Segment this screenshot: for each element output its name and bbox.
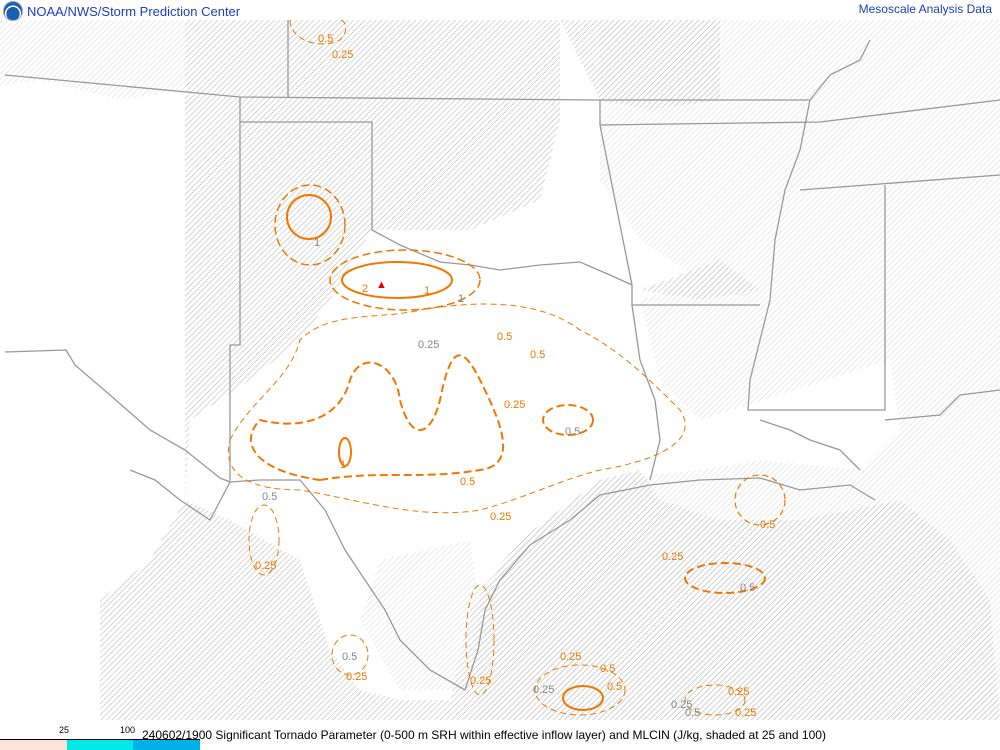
contour-0.5 [542, 404, 594, 436]
contour-label: 0.25 [255, 560, 276, 572]
border-line [631, 304, 661, 481]
contour-label: 0.25 [418, 339, 439, 351]
legend-tick: 25 [59, 725, 70, 735]
contour-0.5 [734, 474, 786, 526]
stp-contours [228, 20, 786, 716]
border-line [599, 99, 1000, 126]
product-label: Mesoscale Analysis Data [858, 2, 992, 16]
legend-tick: 100 [120, 725, 136, 735]
contour-0.25 [331, 634, 369, 676]
contour-label: 0.25 [671, 699, 692, 711]
contour-0.5 [329, 249, 481, 311]
contour-label: 0.25 [490, 511, 511, 523]
contour-0.5 [274, 184, 346, 266]
contour-label: 0.25 [662, 551, 683, 563]
contour-label: 1 [424, 285, 430, 297]
contour-label: 0.5 [600, 663, 615, 675]
border-line [229, 122, 241, 482]
contour-0.5 [250, 354, 505, 481]
contour-1 [562, 685, 604, 711]
contour-label: 0.5 [565, 426, 580, 438]
contour-label: 0.25 [728, 686, 749, 698]
legend-swatch-25-100 [67, 740, 133, 750]
contour-label: 0.5 [497, 331, 512, 343]
contour-label: 0.5 [318, 33, 333, 45]
contour-label: 1 [458, 293, 464, 305]
state-borders [4, 20, 1000, 691]
contour-0.5 [684, 562, 766, 594]
border-line [799, 174, 1000, 191]
contour-label: 0.25 [533, 684, 554, 696]
contour-label: 0.5 [740, 582, 755, 594]
border-line [464, 477, 876, 691]
contour-label: 0.25 [332, 49, 353, 61]
border-line [747, 99, 886, 411]
cin-shading [0, 20, 1000, 720]
border-line [884, 389, 1000, 421]
contour-label: 0.5 [685, 707, 700, 719]
contour-label: 0.25 [560, 651, 581, 663]
header-brand: NOAA/NWS/Storm Prediction Center [3, 1, 240, 21]
contour-label: 0.5 [530, 349, 545, 361]
noaa-logo-icon [3, 1, 23, 21]
border-line [759, 419, 861, 471]
border-line [599, 100, 760, 306]
legend-baseline [0, 739, 200, 740]
border-line [239, 97, 633, 286]
contour-0.25 [248, 504, 280, 576]
caption: 240602/1900 Significant Tornado Paramete… [142, 728, 826, 742]
contour-label: 0.25 [346, 671, 367, 683]
contour-label: 2 [362, 283, 368, 295]
contour-1 [286, 194, 332, 240]
cin-region [100, 20, 1000, 720]
contour-0.25 [684, 684, 746, 716]
contour-0.25 [465, 584, 495, 696]
contour-label: 0.5 [607, 681, 622, 693]
max-marker-icon: ▲ [376, 279, 387, 291]
contour-0.25 [289, 20, 347, 45]
contour-label: 0.5 [262, 491, 277, 503]
contour-label: 0.25 [470, 675, 491, 687]
contour-0.25 [228, 303, 686, 514]
contour-0.25 [534, 664, 626, 716]
contour-label: 0.25 [735, 707, 756, 719]
cin-region [640, 260, 760, 300]
contour-1 [341, 261, 453, 299]
cin-region [0, 20, 185, 100]
legend-swatch-above-100 [133, 740, 200, 750]
contour-label: 1 [314, 237, 320, 249]
cin-region [360, 540, 480, 690]
contour-label: 1 [340, 459, 346, 471]
legend-swatch-below-25 [0, 740, 67, 750]
contour-label: 0.5 [760, 519, 775, 531]
cin-region [560, 20, 720, 110]
contour-label: 0.5 [460, 476, 475, 488]
legend-footer: 25 100 240602/1900 Significant Tornado P… [0, 722, 1000, 750]
contour-1 [338, 437, 352, 467]
contour-label: 0.5 [342, 651, 357, 663]
contour-label: 0.25 [504, 399, 525, 411]
header-title: NOAA/NWS/Storm Prediction Center [27, 3, 241, 19]
border-line [229, 479, 466, 691]
border-line [4, 349, 231, 521]
